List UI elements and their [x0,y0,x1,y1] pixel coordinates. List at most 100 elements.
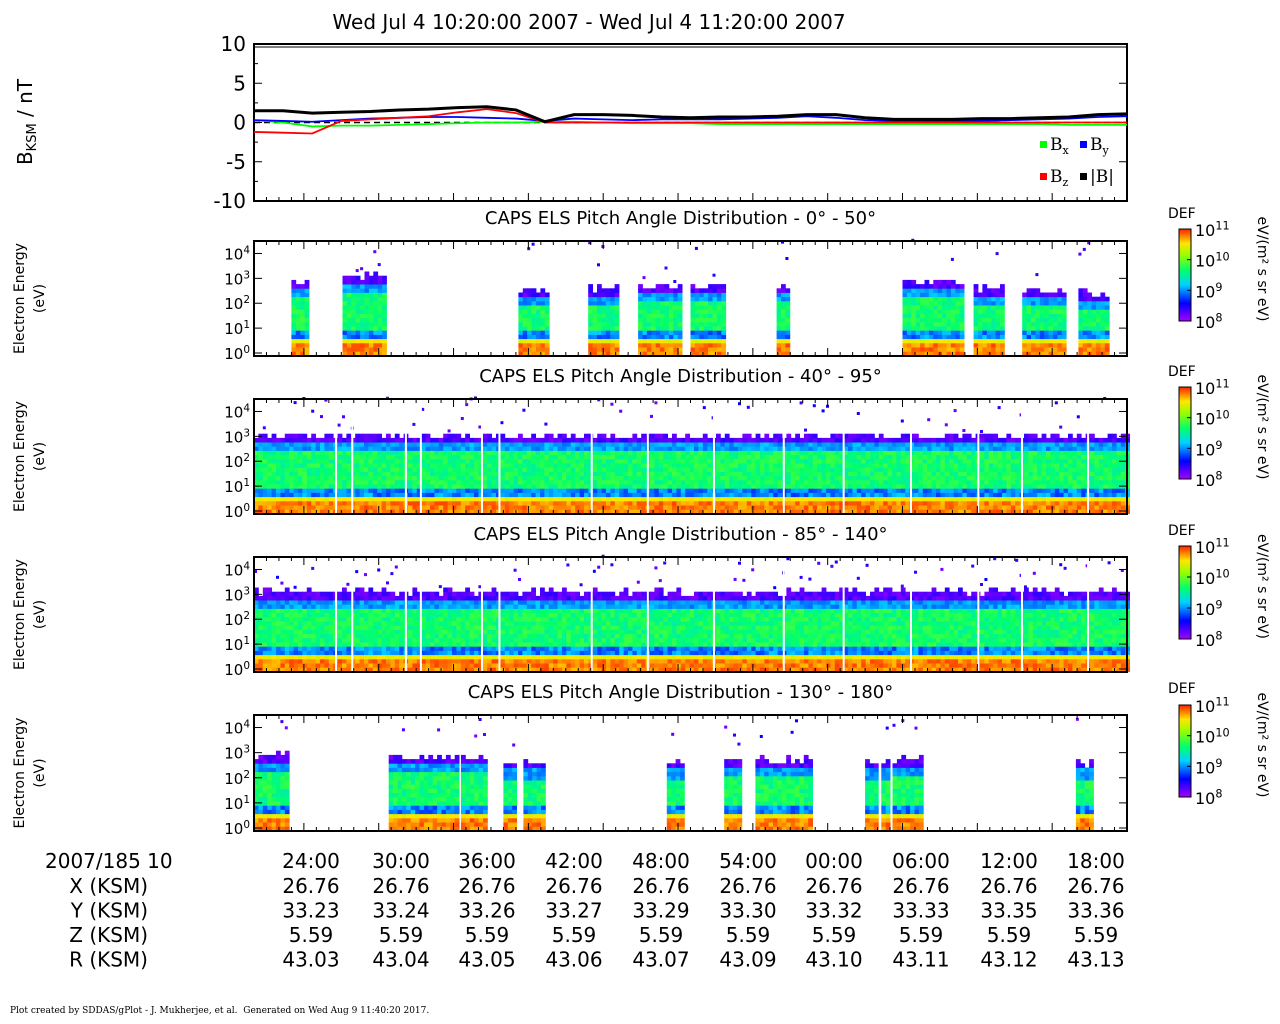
spectrogram-cell [513,463,519,468]
spectrogram-cell [768,509,774,514]
spectrogram-cell [1026,351,1032,356]
spectrogram-cell [959,292,965,298]
spectrogram-cell [346,338,352,344]
spectrogram-cell [289,488,294,493]
spectrogram-cell [605,292,611,298]
spectrogram-cell [377,437,382,443]
spectrogram-cell [1039,338,1045,344]
spectrogram-cell [509,509,514,514]
spectrogram-cell [614,500,620,506]
spectrogram-cell [654,442,660,447]
spectrogram-cell [764,442,770,447]
spectrogram-cell [911,347,917,352]
spectrogram-cell [848,475,853,481]
spectrogram-cell [755,479,761,485]
spectrogram-cell [456,496,462,502]
spectrogram-cell [614,467,620,472]
spectrogram-cell [716,437,721,443]
spectrogram-cell [1100,338,1106,344]
spectrogram-cell [342,471,347,477]
spectrogram-cell [522,509,528,514]
spectrogram-cell [487,454,492,460]
spectrogram-cell [896,450,902,456]
spectrogram-cell [1082,296,1088,302]
spectrogram-cell [878,454,884,460]
colorbar-cell [1179,299,1191,301]
spectrogram-cell [1087,292,1092,298]
spectrogram-cell [677,351,683,356]
spectrogram-cell [491,475,497,481]
spectrogram-cell [592,326,598,331]
spectrogram-cell [940,496,946,502]
spectrogram-cell [690,313,696,319]
spectrogram-cell [918,442,924,447]
spectrogram-cell [721,292,727,298]
spectrogram-cell [694,500,699,506]
spectrogram-cell [1022,296,1027,302]
spectrogram-cell [738,467,743,472]
spectrogram-cell [1035,292,1041,298]
spectrogram-cell [364,488,369,493]
spectrogram-cell [368,467,374,472]
spectrogram-cell [562,442,567,447]
spectrogram-cell [856,509,862,514]
spectrogram-cell [690,284,696,289]
spectrogram-cell [478,467,484,472]
spectrogram-cell [776,292,782,298]
spectrogram-cell [821,437,827,443]
spectrogram-cell [597,330,602,335]
spectrogram-cell [346,479,352,485]
spectrogram-cell [1048,300,1054,306]
spectrogram-cell [658,471,664,477]
spectrogram-cell [936,484,941,489]
spectrogram-cell [342,317,348,323]
spectrogram-cell [931,463,937,468]
spectrogram-cell [729,484,734,489]
spectrogram-cell [716,300,722,306]
spectrogram-cell [946,279,952,285]
spectrogram-cell [536,326,541,331]
spectrogram-cell [808,496,814,502]
spectrogram-cell [738,463,743,468]
spectrogram-cell [254,488,259,493]
spectrogram-cell [328,471,334,477]
spectrogram-cell [973,292,979,298]
spectrogram-cell [258,488,264,493]
spectrogram-cell [544,338,550,344]
spectrogram-cell [526,475,532,481]
spectrogram-cell [764,509,770,514]
spectrogram-cell [588,317,593,323]
spectrogram-cell [342,351,348,356]
spectrogram-cell [536,338,541,344]
spectrogram-cell [991,342,996,348]
spectrogram-cell [946,342,952,348]
spectrogram-cell [351,309,357,314]
spectrogram-cell [434,509,440,514]
spectrogram-cell [1104,317,1110,323]
spectrogram-cell [984,509,990,514]
spectrogram-cell [812,488,818,493]
spectrogram-cell [474,454,479,460]
spectrogram-cell [707,450,712,456]
spectrogram-cell [1031,338,1036,344]
spectrogram-cell [708,292,713,298]
spectrogram-cell [337,500,343,506]
spectrogram-cell [632,463,638,468]
spectrogram-cell [304,279,310,285]
spectrogram-cell [536,342,541,348]
spectrogram-cell [927,475,932,481]
spectrogram-cell [1087,296,1092,302]
colorbar-tick-label: 1011 [1195,220,1230,240]
spectrogram-cell [676,454,682,460]
spectrogram-cell [614,334,620,340]
spectrogram-cell [597,317,602,323]
spectrogram-cell [830,463,836,468]
spectrogram-cell [658,433,664,439]
spectrogram-cell [632,467,638,472]
spectrogram-cell [293,488,299,493]
spectrogram-cell [699,317,705,323]
spectrogram-cell [342,446,347,451]
spectrogram-cell [946,330,952,335]
spectrogram-cell [531,334,537,340]
spectrogram-cell [646,326,652,331]
